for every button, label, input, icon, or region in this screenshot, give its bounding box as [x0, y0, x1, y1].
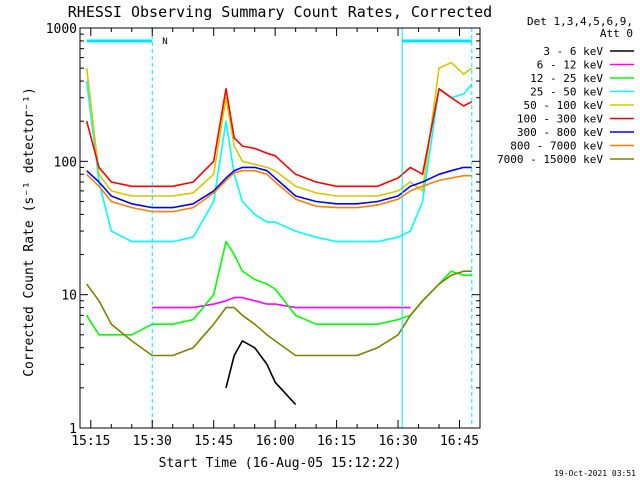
y-tick-label: 10 [61, 289, 77, 304]
y-tick-label: 1000 [46, 22, 77, 37]
x-tick-label: 16:15 [317, 434, 356, 449]
legend-label: 6 - 12 keV [537, 59, 604, 72]
x-tick-label: 16:45 [440, 434, 479, 449]
y-tick-label: 1 [69, 422, 77, 437]
x-tick-label: 16:30 [378, 434, 417, 449]
legend-label: 25 - 50 keV [530, 86, 603, 99]
legend-header-line-2: Att 0 [600, 27, 633, 40]
series-line-1 [225, 340, 297, 406]
timestamp: 19-Oct-2021 03:51 [554, 469, 636, 478]
overlay-layer: N [86, 28, 473, 428]
series-line-8 [86, 169, 472, 213]
legend-header-line-1: Det 1,3,4,5,6,9, [527, 15, 633, 28]
series-line-6 [85, 88, 473, 188]
series-line-4 [85, 81, 473, 243]
legend-label: 12 - 25 keV [530, 72, 603, 85]
axis-layer: 15:15 15:30 15:45 16:00 16:15 16:30 16:45 1 10 10… [46, 22, 481, 449]
legend-label: 300 - 800 keV [517, 126, 603, 139]
x-tick-label: 15:15 [71, 434, 110, 449]
y-axis-label: Corrected Count Rate (s⁻¹ detector⁻¹) [22, 87, 37, 377]
series-layer [85, 61, 473, 406]
legend-label: 50 - 100 keV [524, 99, 604, 112]
legend-label: 100 - 300 keV [517, 113, 603, 126]
x-axis-label: Start Time (16-Aug-05 15:12:22) [159, 456, 402, 471]
plot-background [80, 28, 480, 428]
plot-frame [79, 27, 481, 429]
x-tick-label: 15:45 [194, 434, 233, 449]
legend-label: 3 - 6 keV [543, 45, 603, 58]
legend-label: 800 - 7000 keV [510, 140, 603, 153]
series-line-7 [86, 166, 472, 209]
x-tick-label: 15:30 [133, 434, 172, 449]
series-line-5 [85, 61, 473, 197]
series-line-2 [152, 296, 411, 309]
series-line-9 [86, 270, 472, 357]
x-tick-label: 16:00 [256, 434, 295, 449]
plot-area [80, 28, 480, 428]
legend-label: 7000 - 15000 keV [497, 153, 603, 166]
flag-marker-label: N [162, 37, 167, 47]
y-tick-label: 100 [54, 155, 77, 170]
chart-title: RHESSI Observing Summary Count Rates, Co… [68, 3, 492, 21]
